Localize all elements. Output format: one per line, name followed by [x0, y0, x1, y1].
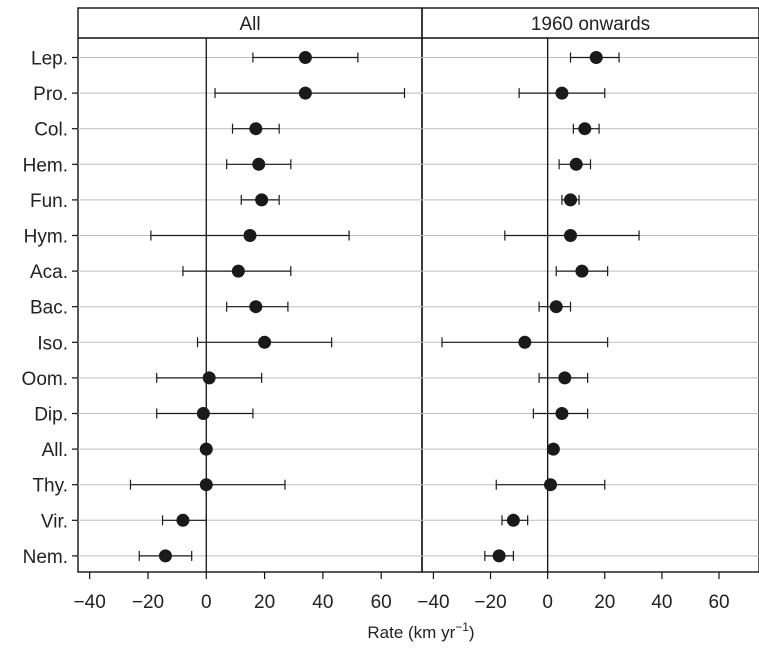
category-label-hem: Hem. [23, 155, 68, 176]
category-label-vir: Vir. [41, 511, 68, 532]
point-all-all [199, 442, 213, 456]
point-1960-onwards-nem [492, 549, 506, 563]
x-tick-label-1960-onwards-3: 20 [594, 592, 615, 613]
x-tick-label-1960-onwards-0: −40 [417, 592, 449, 613]
x-tick-label-all-2: 0 [201, 592, 212, 613]
point-all-hym [243, 229, 257, 242]
x-tick-label-all-1: −20 [132, 592, 164, 613]
category-label-aca: Aca. [30, 262, 68, 283]
point-1960-onwards-lep [589, 51, 603, 64]
x-tick-label-1960-onwards-2: 0 [542, 592, 553, 613]
category-label-thy: Thy. [32, 476, 68, 497]
point-all-vir [176, 513, 190, 527]
point-1960-onwards-hym [564, 229, 578, 242]
point-all-oom [202, 371, 216, 385]
point-1960-onwards-col [578, 122, 592, 136]
x-tick-label-1960-onwards-4: 40 [651, 592, 672, 613]
point-1960-onwards-hem [569, 157, 583, 171]
category-label-bac: Bac. [30, 298, 68, 319]
category-label-all: All. [42, 440, 68, 461]
x-tick-label-all-3: 20 [254, 592, 275, 613]
x-axis-title-superscript: −1 [455, 620, 469, 634]
panel-title-1960-onwards: 1960 onwards [531, 14, 650, 35]
panel-title-all: All [239, 14, 260, 35]
point-1960-onwards-thy [544, 478, 558, 492]
point-all-thy [199, 478, 213, 492]
point-1960-onwards-all [546, 442, 560, 456]
x-tick-label-1960-onwards-1: −20 [474, 592, 506, 613]
point-1960-onwards-bac [549, 300, 563, 314]
point-all-aca [231, 264, 245, 278]
category-label-nem: Nem. [23, 547, 68, 568]
panels-layer [77, 7, 759, 573]
point-1960-onwards-aca [575, 264, 589, 278]
category-label-iso: Iso. [37, 333, 68, 354]
x-tick-label-1960-onwards-5: 60 [708, 592, 729, 613]
points-layer [158, 51, 603, 563]
point-all-lep [298, 51, 312, 64]
frame-layer [72, 37, 759, 579]
x-tick-label-all-0: −40 [74, 592, 106, 613]
point-all-pro [298, 86, 312, 100]
point-all-hem [252, 157, 266, 171]
point-all-col [249, 122, 263, 136]
category-label-fun: Fun. [30, 191, 68, 212]
x-tick-label-all-4: 40 [312, 592, 333, 613]
category-label-col: Col. [34, 120, 68, 141]
labels-layer: Lep. Pro. Col. Hem. Fun. Hym. Aca. Bac. Iso. Oom.… [22, 14, 730, 613]
point-1960-onwards-dip [555, 407, 569, 420]
category-label-pro: Pro. [33, 84, 68, 105]
gridlines-layer [78, 57, 759, 557]
point-all-dip [196, 407, 210, 420]
category-label-oom: Oom. [22, 369, 68, 390]
point-1960-onwards-iso [518, 335, 532, 349]
x-axis-title: Rate (km yr−1) [367, 620, 474, 642]
point-1960-onwards-fun [564, 193, 578, 207]
point-1960-onwards-oom [558, 371, 572, 385]
category-label-hym: Hym. [24, 227, 68, 248]
point-all-nem [158, 549, 172, 563]
point-all-iso [258, 335, 272, 349]
panel-frame-1960-onwards [421, 7, 759, 573]
point-1960-onwards-vir [506, 513, 520, 527]
category-label-lep: Lep. [31, 49, 68, 70]
point-all-fun [255, 193, 269, 207]
point-all-bac [249, 300, 263, 314]
x-tick-label-all-5: 60 [371, 592, 392, 613]
point-1960-onwards-pro [555, 86, 569, 100]
category-label-dip: Dip. [34, 405, 68, 426]
